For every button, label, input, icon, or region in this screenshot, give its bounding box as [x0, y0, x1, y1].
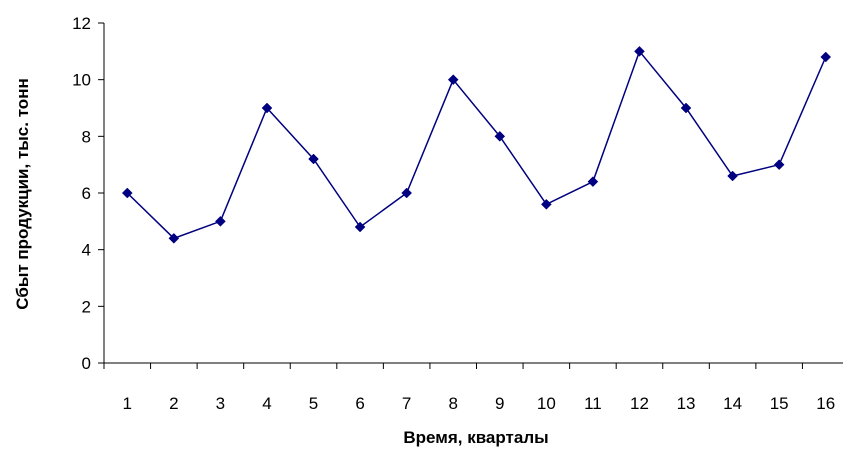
series-line — [126, 49, 827, 240]
data-point — [587, 176, 599, 188]
y-tick-label: 12 — [72, 14, 91, 33]
x-tick-label: 1 — [123, 394, 132, 413]
x-tick-label: 12 — [630, 394, 649, 413]
data-point — [261, 102, 273, 114]
x-tick-label: 2 — [169, 394, 178, 413]
x-tick-label: 6 — [355, 394, 364, 413]
x-tick-label: 14 — [723, 394, 742, 413]
x-tick-label: 15 — [770, 394, 789, 413]
data-point — [215, 215, 226, 227]
y-axis-title: Сбыт продукции, тыс. тонн — [13, 78, 32, 309]
x-tick-label: 7 — [402, 394, 411, 413]
data-point — [168, 232, 180, 244]
x-tick-label: 13 — [677, 394, 696, 413]
data-point — [447, 74, 459, 86]
x-axis-title: Время, кварталы — [403, 428, 548, 447]
x-tick-label: 5 — [309, 394, 318, 413]
data-point — [494, 130, 506, 142]
x-tick-label: 8 — [448, 394, 457, 413]
x-tick-label: 11 — [584, 394, 602, 413]
x-tick-label: 3 — [216, 394, 225, 413]
x-axis: 1 2 3 4 5 6 7 8 9 10 11 12 13 14 15 16 — [103, 362, 843, 413]
data-point — [540, 198, 552, 210]
x-tick-label: 10 — [537, 394, 556, 413]
data-point — [634, 45, 645, 57]
data-point — [308, 153, 319, 165]
data-point — [401, 187, 413, 199]
y-tick-label: 10 — [72, 71, 91, 90]
y-tick-label: 2 — [82, 297, 91, 316]
x-tick-label: 9 — [495, 394, 504, 413]
data-point — [680, 102, 692, 114]
data-point — [820, 51, 832, 63]
data-point — [773, 159, 785, 171]
data-point — [354, 221, 366, 233]
y-tick-label: 0 — [82, 354, 91, 373]
x-tick-label: 16 — [816, 394, 835, 413]
data-point — [727, 170, 738, 182]
y-tick-label: 4 — [82, 241, 91, 260]
y-axis: 0 2 4 6 8 10 12 — [72, 14, 105, 373]
series-layer — [121, 45, 832, 244]
y-tick-label: 6 — [82, 184, 91, 203]
x-tick-label: 4 — [262, 394, 271, 413]
data-point — [121, 187, 133, 199]
y-tick-label: 8 — [82, 127, 91, 146]
